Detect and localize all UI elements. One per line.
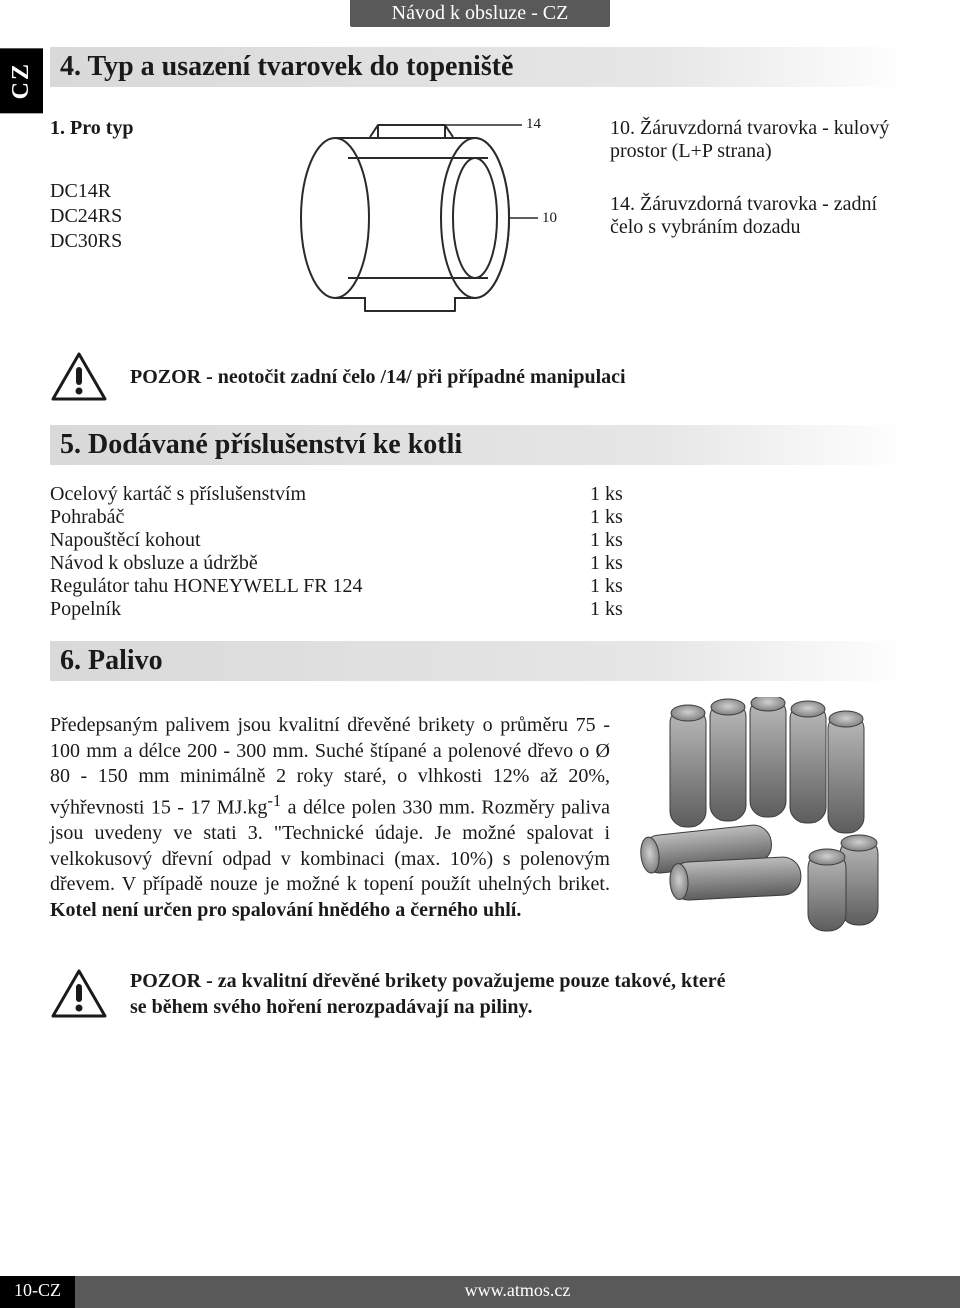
accessory-row: Popelník 1 ks (50, 598, 910, 621)
accessories-list: Ocelový kartáč s příslušenstvím 1 ks Poh… (50, 483, 910, 621)
diagram-label-14: 14 (526, 116, 541, 133)
accessory-qty: 1 ks (590, 575, 623, 598)
fuel-sup: -1 (267, 791, 281, 810)
cz-side-tab: CZ (0, 48, 43, 113)
footer-url: www.atmos.cz (75, 1276, 960, 1308)
fuel-bold: Kotel není určen pro spalování hnědého a… (50, 899, 521, 921)
accessory-name: Regulátor tahu HONEYWELL FR 124 (50, 575, 590, 598)
warning-icon (50, 968, 108, 1020)
accessory-qty: 1 ks (590, 529, 623, 552)
section2-title: 5. Dodávané příslušenství ke kotli (50, 425, 910, 465)
accessory-row: Ocelový kartáč s příslušenstvím 1 ks (50, 483, 910, 506)
accessory-row: Regulátor tahu HONEYWELL FR 124 1 ks (50, 575, 910, 598)
diagram-container: 14 10 (270, 113, 590, 323)
page: Návod k obsluze - CZ CZ 4. Typ a usazení… (0, 0, 960, 1308)
accessory-qty: 1 ks (590, 483, 623, 506)
model-item: DC24RS (50, 205, 250, 228)
section3-title: 6. Palivo (50, 641, 910, 681)
footer-page-number: 10-CZ (0, 1276, 75, 1308)
section1-legend: 10. Žáruvzdorná tvarovka - kulový prosto… (610, 113, 910, 269)
section1-body: 1. Pro typ DC14R DC24RS DC30RS (50, 113, 910, 323)
accessory-name: Návod k obsluze a údržbě (50, 552, 590, 575)
accessory-qty: 1 ks (590, 552, 623, 575)
section1-left: 1. Pro typ DC14R DC24RS DC30RS (50, 113, 250, 255)
warning-icon (50, 351, 108, 403)
accessory-name: Napouštěcí kohout (50, 529, 590, 552)
accessory-row: Pohrabáč 1 ks (50, 506, 910, 529)
legend-10: 10. Žáruvzdorná tvarovka - kulový prosto… (610, 117, 910, 163)
diagram-label-10: 10 (542, 210, 557, 227)
accessory-row: Návod k obsluze a údržbě 1 ks (50, 552, 910, 575)
model-item: DC30RS (50, 230, 250, 253)
warning-1-text: POZOR - neotočit zadní čelo /14/ při pří… (130, 366, 626, 389)
fuel-paragraph: Předepsaným palivem jsou kvalitní dřevěn… (50, 713, 610, 923)
briquettes-image (630, 697, 910, 942)
warning-2-text: POZOR - za kvalitní dřevěné brikety pova… (130, 968, 730, 1020)
legend-14: 14. Žáruvzdorná tvarovka - zadní čelo s … (610, 193, 910, 239)
accessory-name: Pohrabáč (50, 506, 590, 529)
section1-title: 4. Typ a usazení tvarovek do topeniště (50, 47, 910, 87)
accessory-name: Ocelový kartáč s příslušenstvím (50, 483, 590, 506)
pro-typ-label: 1. Pro typ (50, 117, 250, 140)
fuel-section: Předepsaným palivem jsou kvalitní dřevěn… (50, 697, 910, 942)
tvarovka-diagram (270, 113, 560, 323)
warning-2: POZOR - za kvalitní dřevěné brikety pova… (50, 968, 730, 1020)
accessory-row: Napouštěcí kohout 1 ks (50, 529, 910, 552)
warning-1: POZOR - neotočit zadní čelo /14/ při pří… (50, 351, 910, 403)
model-item: DC14R (50, 180, 250, 203)
page-footer: 10-CZ www.atmos.cz (0, 1276, 960, 1308)
accessory-qty: 1 ks (590, 506, 623, 529)
accessory-name: Popelník (50, 598, 590, 621)
header-tab: Návod k obsluze - CZ (350, 0, 610, 27)
accessory-qty: 1 ks (590, 598, 623, 621)
